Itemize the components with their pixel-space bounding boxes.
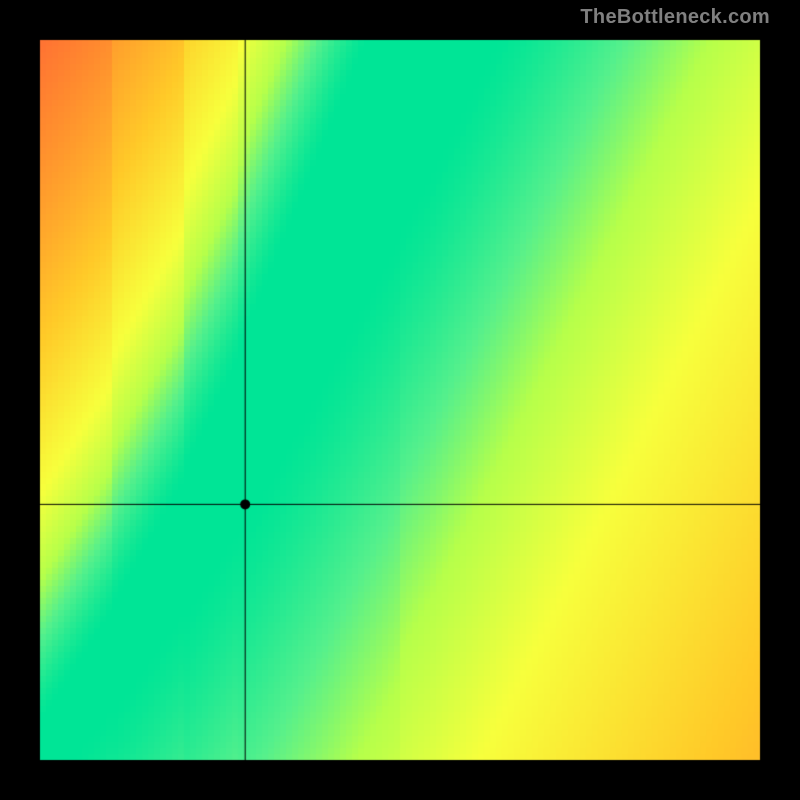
heatmap-canvas — [0, 0, 800, 800]
watermark-label: TheBottleneck.com — [580, 6, 770, 29]
image-container: TheBottleneck.com — [0, 0, 800, 800]
